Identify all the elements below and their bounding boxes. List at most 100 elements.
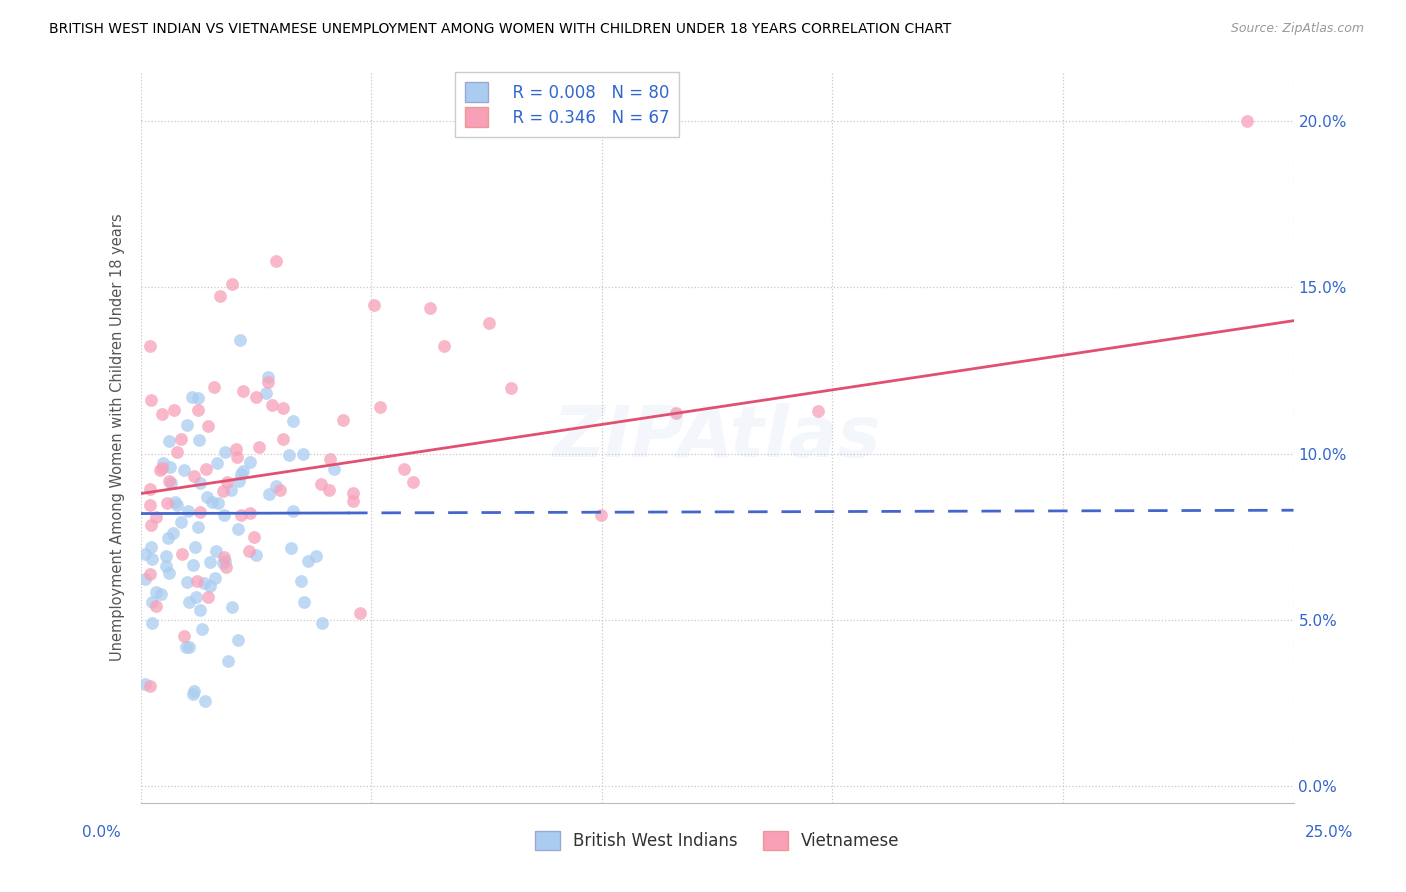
Point <box>193 693 215 707</box>
Point <box>217 654 239 668</box>
Point <box>323 462 346 476</box>
Point <box>311 615 333 630</box>
Point <box>179 595 201 609</box>
Point <box>332 413 354 427</box>
Point <box>225 442 247 456</box>
Point <box>186 574 208 588</box>
Point <box>139 679 162 693</box>
Point <box>157 434 180 449</box>
Point <box>198 579 221 593</box>
Point <box>197 590 219 604</box>
Point <box>188 505 211 519</box>
Point <box>231 467 253 482</box>
Point <box>226 523 249 537</box>
Point <box>187 520 209 534</box>
Point <box>195 490 218 504</box>
Point <box>188 476 211 491</box>
Point <box>342 494 364 508</box>
Point <box>156 495 179 509</box>
Point <box>165 494 187 508</box>
Point <box>188 603 211 617</box>
Point <box>228 474 250 488</box>
Point <box>141 615 163 630</box>
Point <box>141 518 163 533</box>
Point <box>238 544 260 558</box>
Point <box>245 390 267 404</box>
Point <box>219 483 242 497</box>
Point <box>160 476 183 491</box>
Point <box>145 585 167 599</box>
Point <box>183 469 205 483</box>
Point <box>292 447 315 461</box>
Point <box>401 475 423 489</box>
Point <box>187 402 209 417</box>
Point <box>478 316 501 330</box>
Point <box>271 432 294 446</box>
Point <box>180 390 202 404</box>
Point <box>257 376 280 390</box>
Legend: British West Indians, Vietnamese: British West Indians, Vietnamese <box>529 824 905 856</box>
Point <box>181 687 204 701</box>
Point <box>245 549 267 563</box>
Point <box>150 460 173 475</box>
Text: 25.0%: 25.0% <box>1305 825 1353 839</box>
Point <box>207 496 229 510</box>
Point <box>170 515 193 529</box>
Point <box>139 482 162 496</box>
Point <box>139 567 162 582</box>
Point <box>204 544 226 558</box>
Point <box>290 574 312 589</box>
Point <box>134 547 156 561</box>
Text: 0.0%: 0.0% <box>82 825 121 839</box>
Point <box>254 385 277 400</box>
Point <box>141 594 163 608</box>
Point <box>214 445 236 459</box>
Point <box>271 401 294 416</box>
Point <box>238 506 260 520</box>
Point <box>591 508 613 522</box>
Point <box>247 440 270 454</box>
Point <box>370 400 392 414</box>
Point <box>145 599 167 614</box>
Point <box>176 417 198 432</box>
Point <box>187 391 209 405</box>
Point <box>198 555 221 569</box>
Point <box>226 632 249 647</box>
Point <box>297 554 319 568</box>
Point <box>215 475 238 490</box>
Point <box>173 463 195 477</box>
Point <box>170 432 193 446</box>
Point <box>148 463 170 477</box>
Point <box>157 532 180 546</box>
Point <box>281 414 304 428</box>
Point <box>394 462 416 476</box>
Point <box>281 504 304 518</box>
Point <box>134 572 156 586</box>
Point <box>166 499 188 513</box>
Point <box>232 384 254 398</box>
Point <box>152 408 174 422</box>
Point <box>221 599 243 614</box>
Point <box>139 498 162 512</box>
Point <box>215 560 238 574</box>
Point <box>318 483 340 498</box>
Point <box>139 393 162 408</box>
Point <box>162 525 184 540</box>
Point <box>304 549 326 564</box>
Point <box>176 574 198 589</box>
Point <box>200 494 222 508</box>
Point <box>225 450 247 464</box>
Point <box>204 571 226 585</box>
Point <box>166 445 188 459</box>
Point <box>173 629 195 643</box>
Point <box>134 677 156 691</box>
Point <box>159 460 181 475</box>
Point <box>149 587 172 601</box>
Point <box>212 483 235 498</box>
Point <box>433 339 456 353</box>
Point <box>264 253 287 268</box>
Point <box>205 456 228 470</box>
Point <box>139 339 162 353</box>
Point <box>363 298 385 312</box>
Point <box>264 479 287 493</box>
